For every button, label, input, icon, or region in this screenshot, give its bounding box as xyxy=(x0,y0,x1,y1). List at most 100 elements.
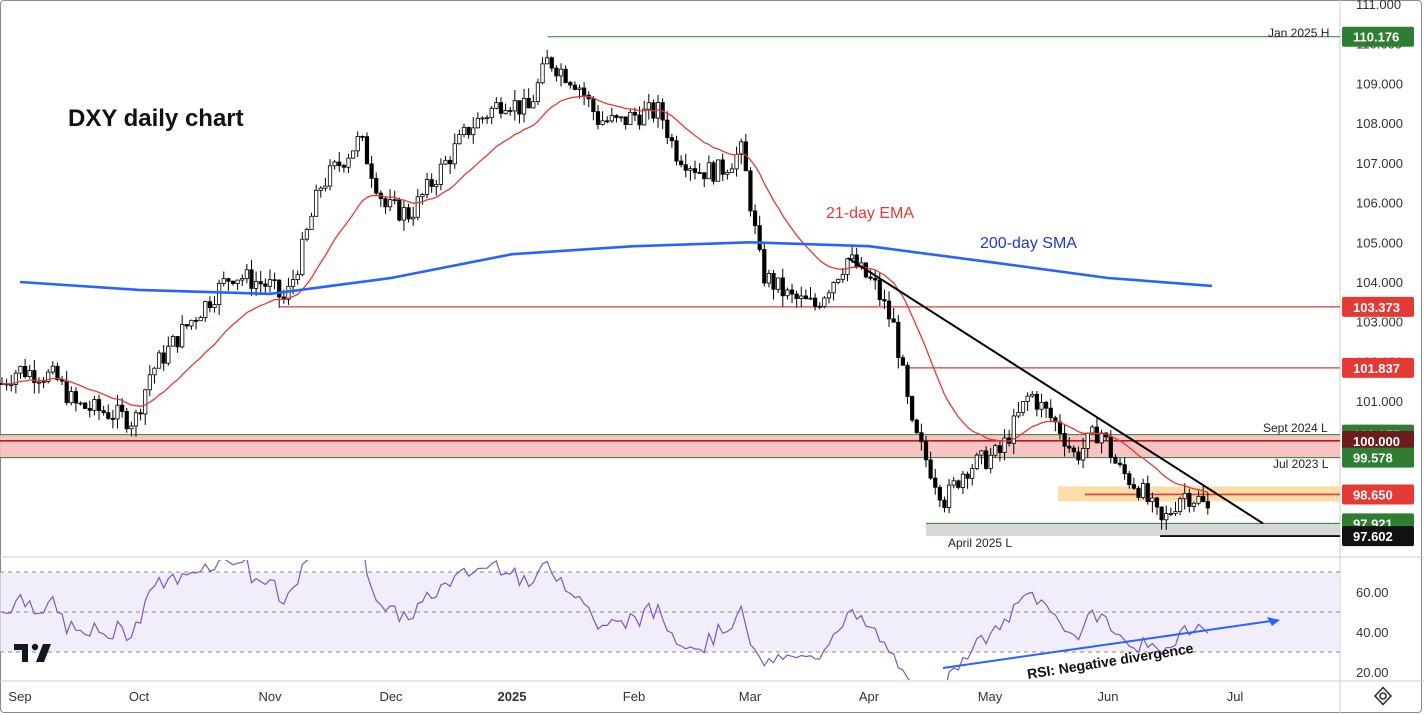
candle-body xyxy=(789,289,795,295)
candle-body xyxy=(143,389,148,415)
candle-body xyxy=(933,477,938,488)
candle-body xyxy=(762,249,767,284)
candle-body xyxy=(22,366,28,378)
price-tick-label: 109.000 xyxy=(1356,76,1403,91)
candle-body xyxy=(993,445,998,456)
candle-body xyxy=(1201,495,1206,502)
candle-body xyxy=(910,396,915,421)
candle-body xyxy=(896,321,901,359)
rsi-band xyxy=(0,572,1340,652)
candle-body xyxy=(642,108,647,126)
candle-body xyxy=(1113,456,1118,464)
candle-body xyxy=(923,441,929,461)
candle-body xyxy=(480,117,485,120)
rsi-tick-label: 60.00 xyxy=(1356,585,1389,600)
candle-body xyxy=(748,170,753,212)
ema-21-line xyxy=(1,95,1209,493)
candle-body xyxy=(221,278,226,284)
candle-body xyxy=(50,365,55,373)
candle-body xyxy=(471,127,476,136)
candle-body xyxy=(1164,513,1169,521)
candle-body xyxy=(55,365,60,381)
sma-200-line xyxy=(19,240,1213,296)
candle-body xyxy=(1187,492,1192,507)
candle-body xyxy=(900,357,906,366)
candle-body xyxy=(46,371,51,383)
candle-body xyxy=(318,187,323,191)
time-tick-label: Feb xyxy=(623,689,645,704)
candle-body xyxy=(1131,484,1136,489)
level-label-jan-2025-h: Jan 2025 H xyxy=(1268,26,1329,40)
candle-body xyxy=(290,279,296,287)
candle-body xyxy=(212,304,217,309)
candle-body xyxy=(757,225,762,250)
candle-body xyxy=(1196,495,1201,504)
candle-body xyxy=(124,411,129,430)
candle-body xyxy=(679,160,684,166)
candle-body xyxy=(526,97,531,109)
price-tick-label: 111.000 xyxy=(1356,0,1401,12)
candle-body xyxy=(582,87,587,96)
resistance-zone xyxy=(0,434,1340,458)
candle-body xyxy=(729,168,735,173)
time-tick-label: Jun xyxy=(1098,689,1119,704)
candle-body xyxy=(632,111,638,116)
candle-body xyxy=(152,367,157,376)
candle-body xyxy=(64,380,69,404)
chart-settings-icon[interactable] xyxy=(1373,686,1393,706)
candle-body xyxy=(803,295,808,300)
candle-body xyxy=(96,399,102,412)
candle-body xyxy=(508,110,513,112)
candle-body xyxy=(951,480,956,486)
candle-body xyxy=(836,278,841,283)
level-label-sept-2024-l: Sept 2024 L xyxy=(1263,421,1328,435)
candle-body xyxy=(739,141,744,155)
candle-body xyxy=(618,116,624,119)
sma-label: 200-day SMA xyxy=(980,235,1077,252)
candle-body xyxy=(628,111,633,126)
candle-body xyxy=(794,293,799,300)
level-label-april-2025-l: April 2025 L xyxy=(948,536,1012,550)
candle-body xyxy=(235,279,240,284)
candle-body xyxy=(249,269,254,289)
price-tag-label: 110.176 xyxy=(1353,30,1399,45)
candle-body xyxy=(240,278,245,281)
candle-body xyxy=(558,68,564,77)
candle-body xyxy=(272,279,277,282)
candle-body xyxy=(147,374,152,391)
candle-body xyxy=(512,100,517,112)
candle-body xyxy=(1154,497,1160,508)
rsi-line xyxy=(1,560,1209,680)
candle-body xyxy=(840,274,845,280)
candle-body xyxy=(1071,447,1076,453)
candle-body xyxy=(822,297,827,308)
candle-body xyxy=(521,97,527,115)
candle-body xyxy=(1020,401,1026,413)
candle-body xyxy=(69,391,74,404)
candle-body xyxy=(891,318,896,323)
candle-body xyxy=(1205,501,1210,509)
candle-body xyxy=(568,82,573,86)
candle-body xyxy=(688,168,693,171)
candle-body xyxy=(1168,513,1173,515)
price-tick-label: 108.000 xyxy=(1356,116,1403,131)
candle-body xyxy=(1122,464,1127,475)
candle-body xyxy=(1076,451,1081,461)
candle-body xyxy=(817,305,822,308)
candle-body xyxy=(720,159,725,175)
candle-body xyxy=(244,269,249,279)
candle-body xyxy=(868,276,873,279)
candle-body xyxy=(87,408,92,411)
candle-body xyxy=(360,136,365,138)
candle-body xyxy=(609,115,614,122)
candle-body xyxy=(623,116,628,126)
candle-body xyxy=(1048,407,1053,419)
candle-body xyxy=(341,165,346,168)
candle-body xyxy=(831,282,836,294)
candle-body xyxy=(886,300,892,320)
price-tag-label: 101.837 xyxy=(1353,361,1400,376)
candle-body xyxy=(346,157,351,168)
candle-body xyxy=(226,278,231,282)
